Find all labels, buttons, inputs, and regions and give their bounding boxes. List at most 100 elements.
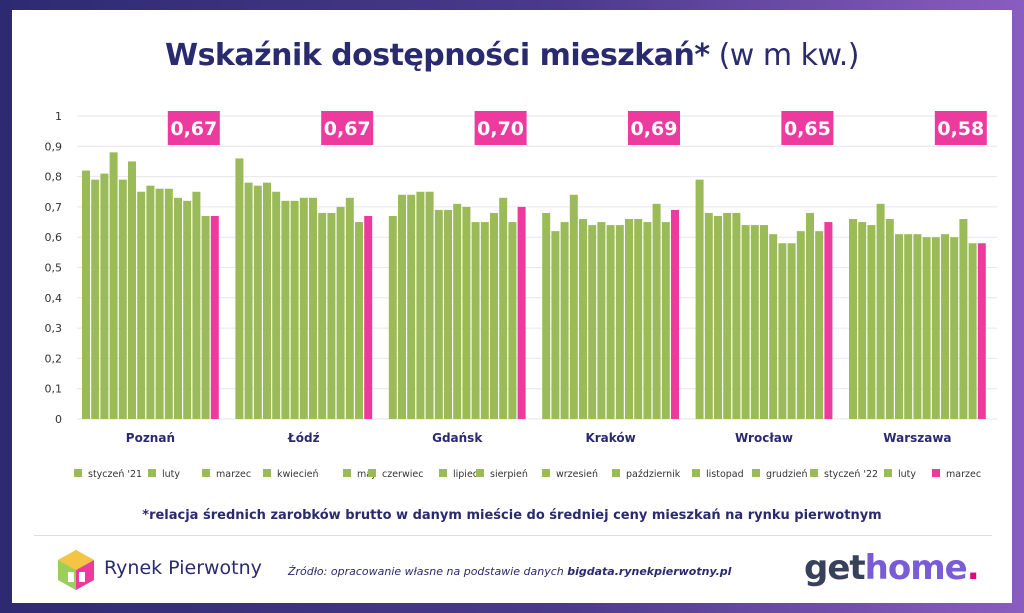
bar [750, 225, 759, 419]
bar [462, 206, 471, 419]
legend-swatch [476, 469, 484, 477]
bar [867, 225, 876, 419]
bar [551, 231, 560, 419]
y-tick-label: 0,6 [45, 231, 63, 244]
bar [542, 212, 551, 419]
bar [778, 243, 787, 419]
legend-label: styczeń '22 [824, 469, 878, 480]
source-link[interactable]: bigdata.rynekpierwotny.pl [567, 565, 732, 578]
bar [741, 225, 750, 419]
source-prefix: Źródło: opracowanie własne na podstawie … [288, 565, 568, 578]
legend-swatch [439, 469, 447, 477]
y-tick-label: 0,2 [45, 352, 63, 365]
bar [922, 237, 931, 419]
bar [318, 212, 327, 419]
bar [434, 209, 443, 419]
bar [164, 188, 173, 419]
legend-label: luty [898, 469, 916, 480]
category-label: Gdańsk [432, 431, 483, 445]
category-label: Poznań [126, 431, 175, 445]
bar [155, 188, 164, 419]
y-tick-label: 0,8 [45, 171, 63, 184]
bar [569, 194, 578, 419]
value-badge-label: 0,65 [784, 118, 831, 140]
bar [490, 212, 498, 419]
gethome-logo-dot: . [966, 548, 980, 588]
legend-label: maj [357, 469, 375, 480]
rynek-pierwotny-logo-text: Rynek Pierwotny [104, 557, 262, 579]
value-badge-label: 0,67 [324, 118, 371, 140]
y-tick-label: 0,4 [45, 292, 63, 305]
legend-swatch [263, 469, 271, 477]
bar [560, 222, 569, 419]
bar [815, 231, 824, 419]
legend-swatch [148, 469, 156, 477]
bar [416, 191, 425, 419]
legend-label: marzec [216, 469, 251, 480]
bar [913, 234, 922, 419]
bar [364, 215, 373, 419]
bar [336, 206, 345, 419]
value-badge [934, 111, 987, 145]
bar [272, 191, 281, 419]
bar [732, 212, 741, 419]
rynek-pierwotny-logo: Rynek Pierwotny [54, 548, 262, 592]
bar [82, 170, 90, 419]
bar [192, 191, 201, 419]
legend-label: czerwiec [382, 469, 423, 480]
legend-label: luty [162, 469, 180, 480]
bar [769, 234, 778, 419]
bar [480, 222, 489, 419]
legend-label: grudzień [766, 469, 807, 480]
bar [499, 197, 508, 419]
bar [453, 203, 462, 419]
bar [290, 200, 299, 419]
divider [34, 535, 992, 536]
legend-label: kwiecień [277, 469, 318, 480]
bar [876, 203, 885, 419]
bar [968, 243, 977, 419]
bar [760, 225, 768, 419]
legend-swatch [752, 469, 760, 477]
bar [895, 234, 903, 419]
bar-chart: 0 0,1 0,2 0,3 0,4 0,5 0,6 0,7 0,8 0,9 1 Poznań 0,67 Ł… [45, 110, 997, 480]
bar [695, 179, 704, 419]
source-note: Źródło: opracowanie własne na podstawie … [288, 565, 731, 578]
legend-swatch [612, 469, 620, 477]
bar [796, 231, 805, 419]
bar [588, 225, 597, 419]
gethome-logo-get: get [804, 548, 866, 588]
value-badge [628, 111, 680, 145]
legend-label: marzec [946, 469, 981, 480]
bar [931, 237, 940, 419]
bar [398, 194, 406, 419]
bar [904, 234, 913, 419]
category-label: Kraków [585, 431, 635, 445]
bar [309, 197, 317, 419]
bar [824, 222, 833, 419]
legend-swatch [932, 469, 940, 477]
bar [201, 215, 210, 419]
chart-title: Wskaźnik dostępności mieszkań* (w m kw.) [12, 38, 1012, 73]
gethome-logo: gethome. [804, 548, 980, 588]
bar [714, 215, 722, 419]
bar [606, 225, 615, 419]
bar [652, 203, 661, 419]
value-badge-label: 0,69 [631, 118, 678, 140]
bar [174, 197, 182, 419]
bar [634, 219, 643, 419]
legend-label: lipiec [453, 469, 478, 480]
value-badge-label: 0,67 [170, 118, 217, 140]
legend-swatch [692, 469, 700, 477]
bar [977, 243, 986, 419]
rynek-pierwotny-logo-icon [58, 550, 94, 590]
bar [183, 200, 192, 419]
gethome-logo-home: home [864, 548, 968, 588]
bar [704, 212, 713, 419]
bar [579, 219, 587, 419]
bar [235, 158, 244, 420]
y-tick-label: 0,5 [45, 262, 63, 275]
bar [941, 234, 949, 419]
legend-label: październik [626, 469, 681, 480]
